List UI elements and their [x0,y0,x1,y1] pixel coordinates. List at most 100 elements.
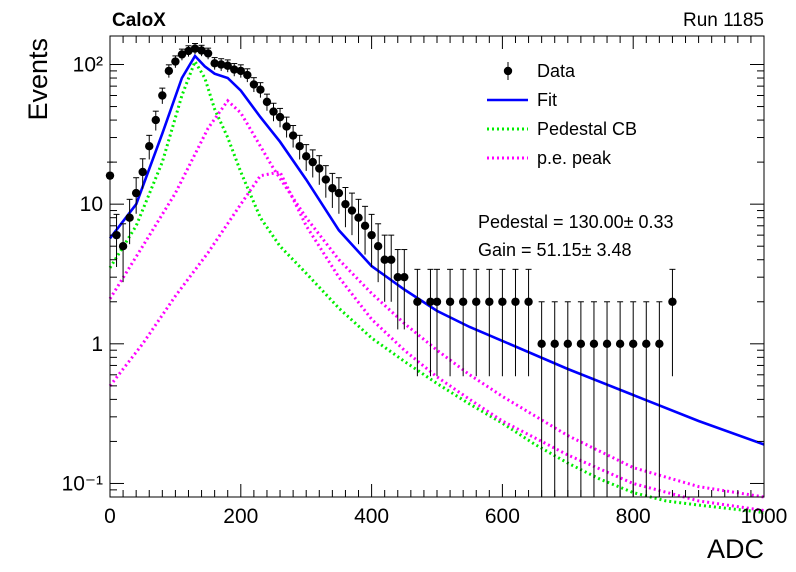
data-point [131,177,141,214]
data-marker [432,297,442,306]
data-marker [262,97,272,107]
legend-marker [503,66,513,76]
data-marker [537,339,546,349]
data-point [498,268,507,377]
data-point [315,155,324,185]
data-point [373,223,383,283]
data-marker [576,339,586,349]
axis-ticks [109,36,765,498]
data-point [341,186,350,228]
data-point [269,102,278,122]
data-marker [380,255,389,264]
data-marker [295,142,304,151]
data-marker [373,241,383,251]
data-marker [334,188,344,198]
data-point [118,223,128,283]
data-marker [563,339,572,349]
data-point [472,268,481,377]
data-marker [629,339,638,349]
data-point [275,107,285,128]
data-point [445,268,455,377]
legend-label: Pedestal CB [537,119,637,139]
data-marker [249,80,259,89]
data-marker [275,112,285,122]
data-marker [668,297,677,306]
data-point [387,234,396,302]
data-marker [145,142,154,151]
legend-label: Fit [537,90,557,110]
x-tick-label: 200 [223,505,258,528]
data-point [642,301,651,497]
data-points [105,42,677,497]
x-tick-labels: 0 200 400 600 800 1000 [104,505,787,528]
data-marker [511,297,520,306]
data-marker [184,46,193,56]
legend-item-data: Data [503,61,576,81]
data-point [262,93,272,111]
data-point [655,301,664,497]
data-point [458,268,468,377]
data-point [151,110,160,131]
legend-label: Data [537,61,576,81]
data-marker [190,44,200,53]
data-point [347,192,357,236]
x-tick-label: 600 [485,505,520,528]
data-point [295,134,304,160]
data-point [138,158,147,189]
data-marker [288,131,298,140]
x-tick-label: 800 [616,505,651,528]
data-point [230,63,239,77]
data-point [629,301,638,497]
data-marker [282,122,291,131]
data-point [243,68,252,83]
data-marker [171,57,180,66]
data-point [380,234,389,302]
data-marker [269,107,278,116]
data-point [223,59,232,73]
data-point [171,55,180,68]
data-marker [360,221,370,230]
legend: Data Fit Pedestal CB p.e. peak [487,61,637,168]
y-tick-label: 1 [91,333,103,356]
data-point [190,42,200,55]
data-marker [210,59,219,68]
data-point [537,301,546,497]
data-point [184,45,193,57]
experiment-label: CaloX [112,10,166,31]
data-marker [256,85,265,94]
data-point [145,134,154,160]
x-tick-label: 0 [104,505,116,528]
data-marker [655,339,664,349]
data-point [158,87,167,104]
data-point [321,165,331,198]
data-point [576,301,586,497]
data-point [256,82,265,98]
y-tick-labels: 10⁻¹ 1 10 10² [62,54,103,496]
data-marker [321,175,331,184]
data-point [367,213,376,267]
data-marker [642,339,651,349]
x-tick-label: 400 [354,505,389,528]
data-point [511,268,520,377]
data-point [426,268,435,377]
curve-fit-0 [108,53,765,446]
data-marker [138,167,147,177]
data-marker [236,66,245,76]
data-marker [550,339,559,349]
data-marker [328,184,337,193]
fit-curves [108,53,765,514]
data-point [550,301,559,497]
data-point [308,149,317,178]
data-point [432,268,442,377]
data-marker [308,157,317,167]
data-marker [413,297,422,306]
pedestal-result: Pedestal = 130.00± 0.33 [478,212,674,232]
data-point [589,301,599,497]
y-axis-title: Events [23,38,53,121]
data-marker [164,66,174,76]
data-point [288,125,298,148]
data-marker [223,61,232,70]
data-marker [216,60,226,69]
data-point [125,198,134,245]
